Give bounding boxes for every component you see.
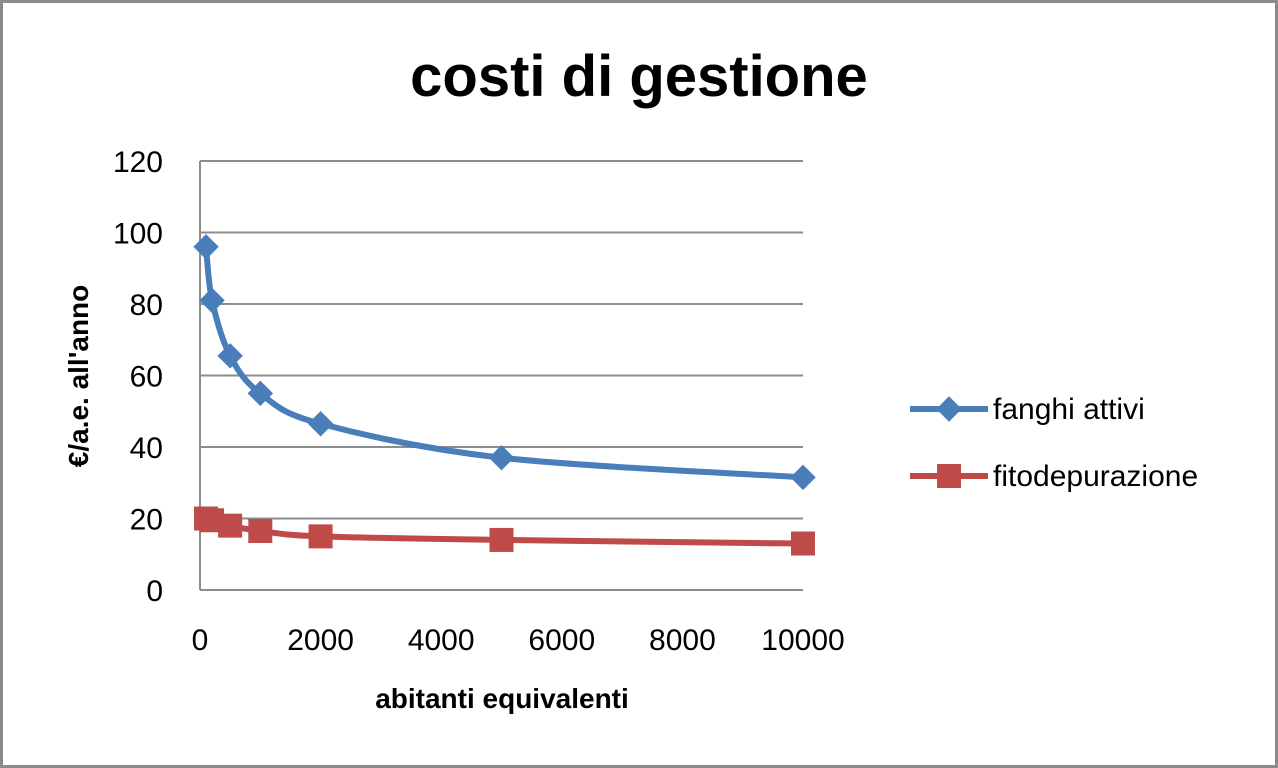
chart-title: costi di gestione [410, 44, 868, 109]
data-point-square [489, 527, 514, 552]
x-tick-label: 8000 [649, 624, 716, 657]
data-point-square [218, 513, 243, 538]
legend-label-1: fitodepurazione [993, 460, 1198, 493]
legend-marker-0 [936, 396, 962, 422]
x-tick-label: 4000 [408, 624, 475, 657]
y-axis-ticks: 0 20 40 60 80 100 120 [113, 146, 163, 608]
data-point-diamond [488, 445, 515, 471]
y-tick-label: 120 [113, 146, 163, 179]
data-point-diamond [217, 343, 243, 369]
data-point-square [248, 519, 273, 544]
data-point-diamond [199, 287, 225, 314]
data-point-diamond [247, 380, 274, 407]
y-tick-label: 80 [130, 289, 163, 322]
y-tick-label: 60 [130, 361, 163, 394]
x-tick-label: 2000 [287, 624, 354, 657]
y-tick-label: 100 [113, 218, 163, 251]
series-markers [193, 234, 816, 556]
data-point-square [308, 524, 333, 549]
x-tick-label: 10000 [761, 624, 844, 657]
series-line-0 [203, 243, 806, 481]
data-point-square [200, 508, 225, 533]
x-axis-ticks: 0 2000 4000 6000 8000 10000 [192, 624, 845, 657]
y-tick-label: 40 [130, 432, 163, 465]
x-tick-label: 6000 [528, 624, 595, 657]
gridlines [200, 160, 803, 520]
data-point-square [791, 531, 815, 556]
y-axis-label: €/a.e. all'anno [63, 285, 94, 468]
x-axis-label: abitanti equivalenti [375, 683, 629, 714]
series-lines [203, 243, 806, 547]
legend-marker-1 [937, 464, 961, 488]
x-tick-label: 0 [192, 624, 209, 657]
legend-label-0: fanghi attivi [993, 393, 1145, 426]
data-point-diamond [790, 464, 816, 491]
data-point-diamond [193, 234, 219, 260]
data-point-diamond [307, 411, 334, 437]
y-tick-label: 20 [130, 504, 163, 537]
legend: fanghi attivi fitodepurazione [910, 393, 1198, 493]
y-tick-label: 0 [146, 575, 163, 608]
